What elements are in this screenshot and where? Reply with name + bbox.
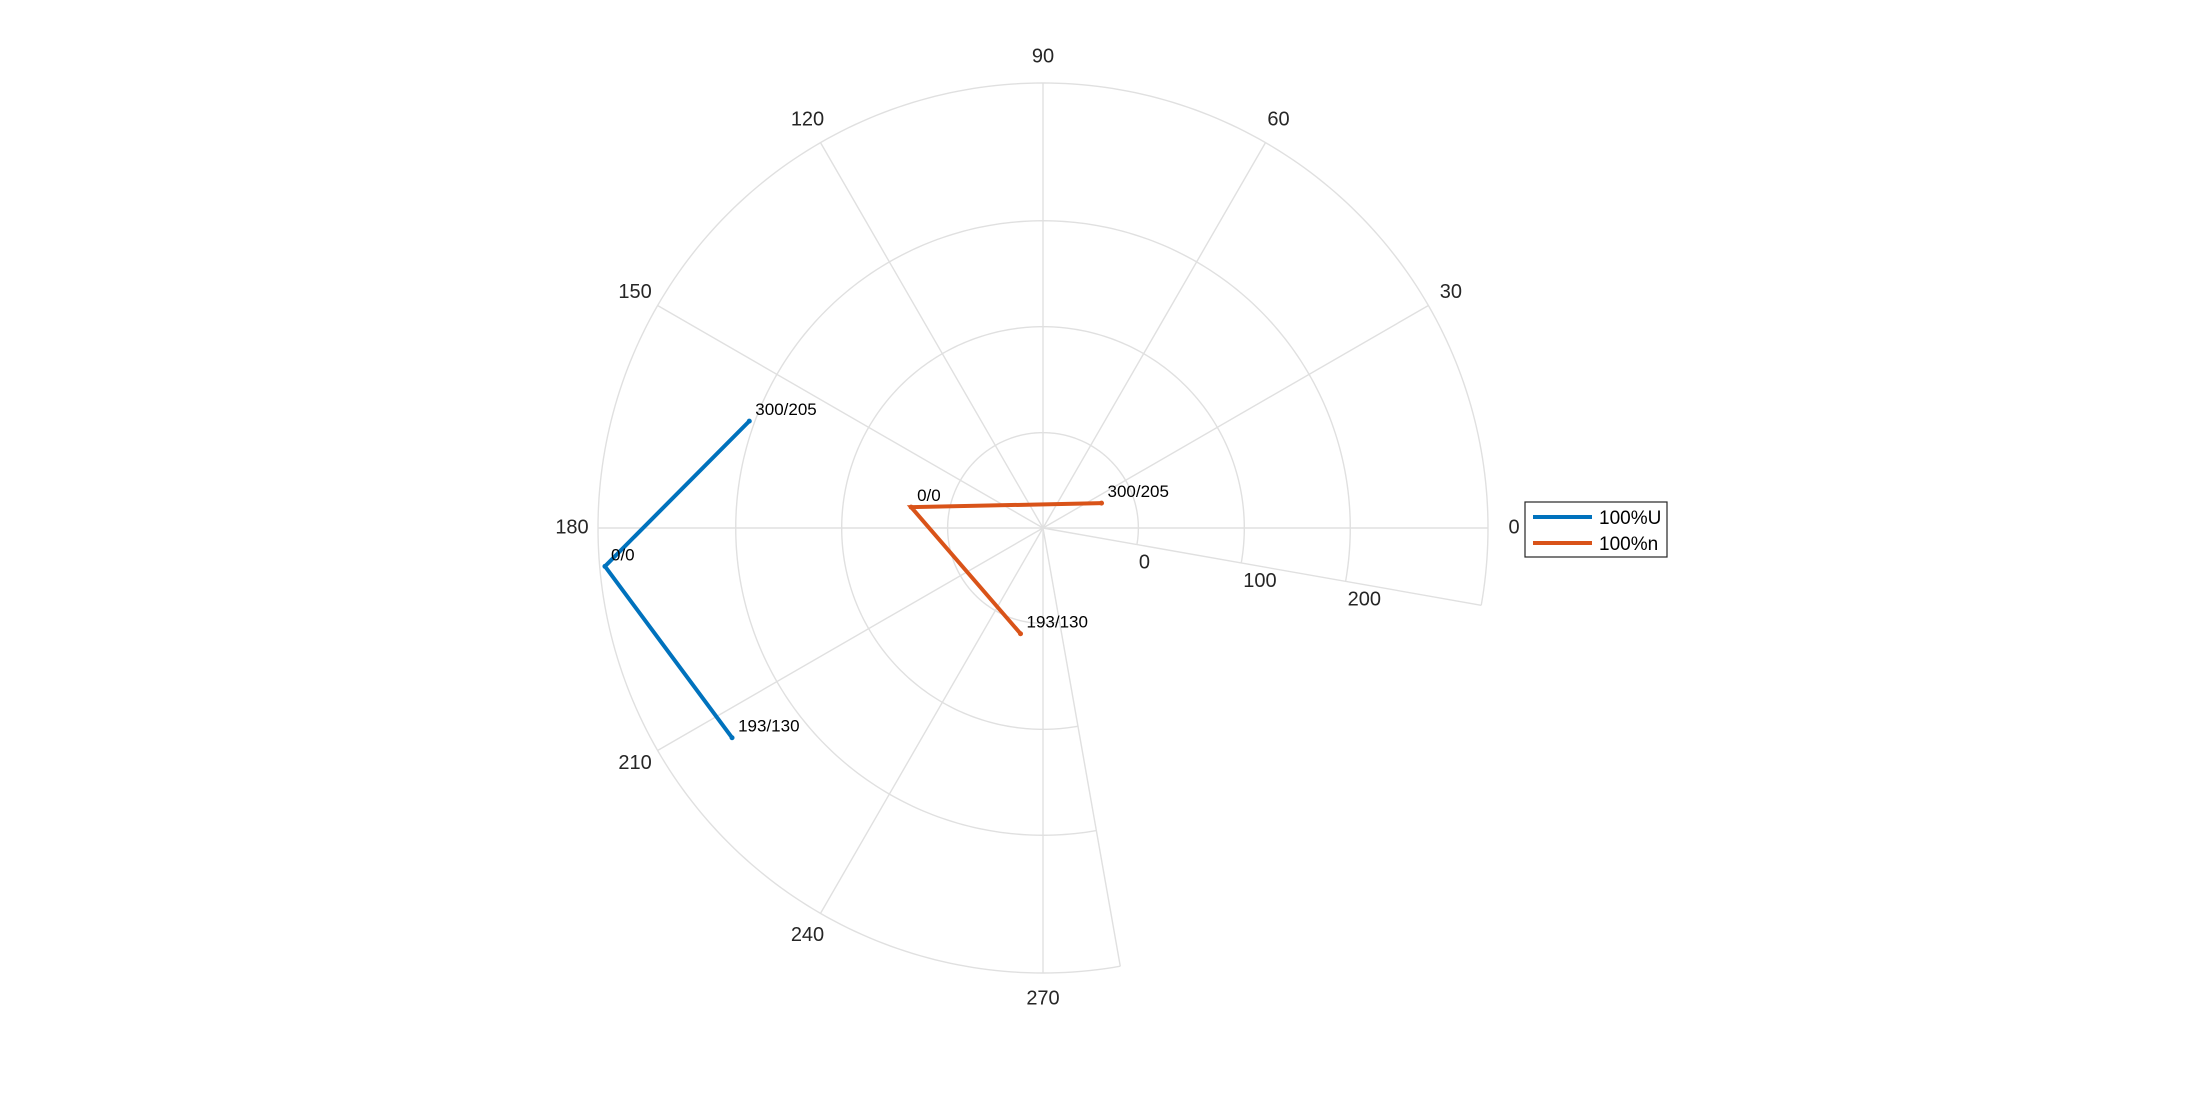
- theta-tick-label-120: 120: [791, 108, 824, 130]
- theta-tick-label-60: 60: [1267, 108, 1289, 130]
- series-line-100%U: [602, 419, 751, 739]
- theta-tick-label-90: 90: [1032, 45, 1054, 67]
- series-100%U: 300/205 0/0 193/130: [602, 400, 817, 741]
- theta-tick-label-270: 270: [1026, 987, 1059, 1009]
- polar-grid: [597, 82, 1489, 974]
- data-point-label: 0/0: [917, 486, 941, 505]
- data-point-label: 193/130: [1027, 613, 1088, 632]
- polar-series: 300/205 0/0 193/130 300/205 0/0 193/130: [602, 400, 1169, 741]
- data-point: [1018, 631, 1024, 637]
- legend-label-100u: 100%U: [1599, 508, 1661, 529]
- data-point: [602, 563, 608, 569]
- data-point-label: 193/130: [738, 717, 799, 736]
- angular-spoke-120: [819, 142, 1044, 529]
- theta-tick-label-150: 150: [618, 281, 651, 303]
- r-tick-label-100: 100: [1243, 570, 1276, 592]
- data-point: [1099, 500, 1105, 506]
- angular-spoke-150: [657, 304, 1044, 529]
- angular-spoke-210: [657, 527, 1044, 752]
- theta-tick-label-30: 30: [1440, 281, 1462, 303]
- data-point: [908, 504, 914, 510]
- data-point: [729, 735, 735, 741]
- angular-spoke-60: [1042, 142, 1267, 529]
- data-point-label: 300/205: [755, 400, 816, 419]
- theta-tick-label-180: 180: [555, 516, 588, 538]
- legend: 100%U 100%n: [1524, 501, 1668, 558]
- angular-spoke-240: [819, 527, 1044, 914]
- radial-grid-arc: [735, 220, 1351, 836]
- radial-grid-arc: [946, 431, 1140, 625]
- data-point-label: 0/0: [611, 545, 635, 564]
- r-tick-label-200: 200: [1348, 588, 1381, 610]
- data-point: [746, 418, 752, 424]
- angular-spoke-30: [1042, 304, 1429, 529]
- series-100%n: 300/205 0/0 193/130: [906, 482, 1169, 637]
- legend-box: [1524, 501, 1668, 558]
- outer-boundary-arc: [597, 82, 1489, 974]
- theta-tick-label-0: 0: [1508, 516, 1519, 538]
- boundary-edge-end: [1042, 527, 1121, 967]
- radial-grid-arc: [840, 325, 1246, 731]
- theta-tick-label-240: 240: [791, 924, 824, 946]
- data-point-label: 300/205: [1108, 482, 1169, 501]
- theta-tick-label-210: 210: [618, 752, 651, 774]
- r-tick-label-0: 0: [1139, 552, 1150, 574]
- legend-label-100n: 100%n: [1599, 534, 1658, 555]
- polar-tick-labels: 0 30 60 90 120 150 180 210 240 270 0 100 200: [555, 45, 1519, 1009]
- boundary-edge-start: [1042, 527, 1482, 606]
